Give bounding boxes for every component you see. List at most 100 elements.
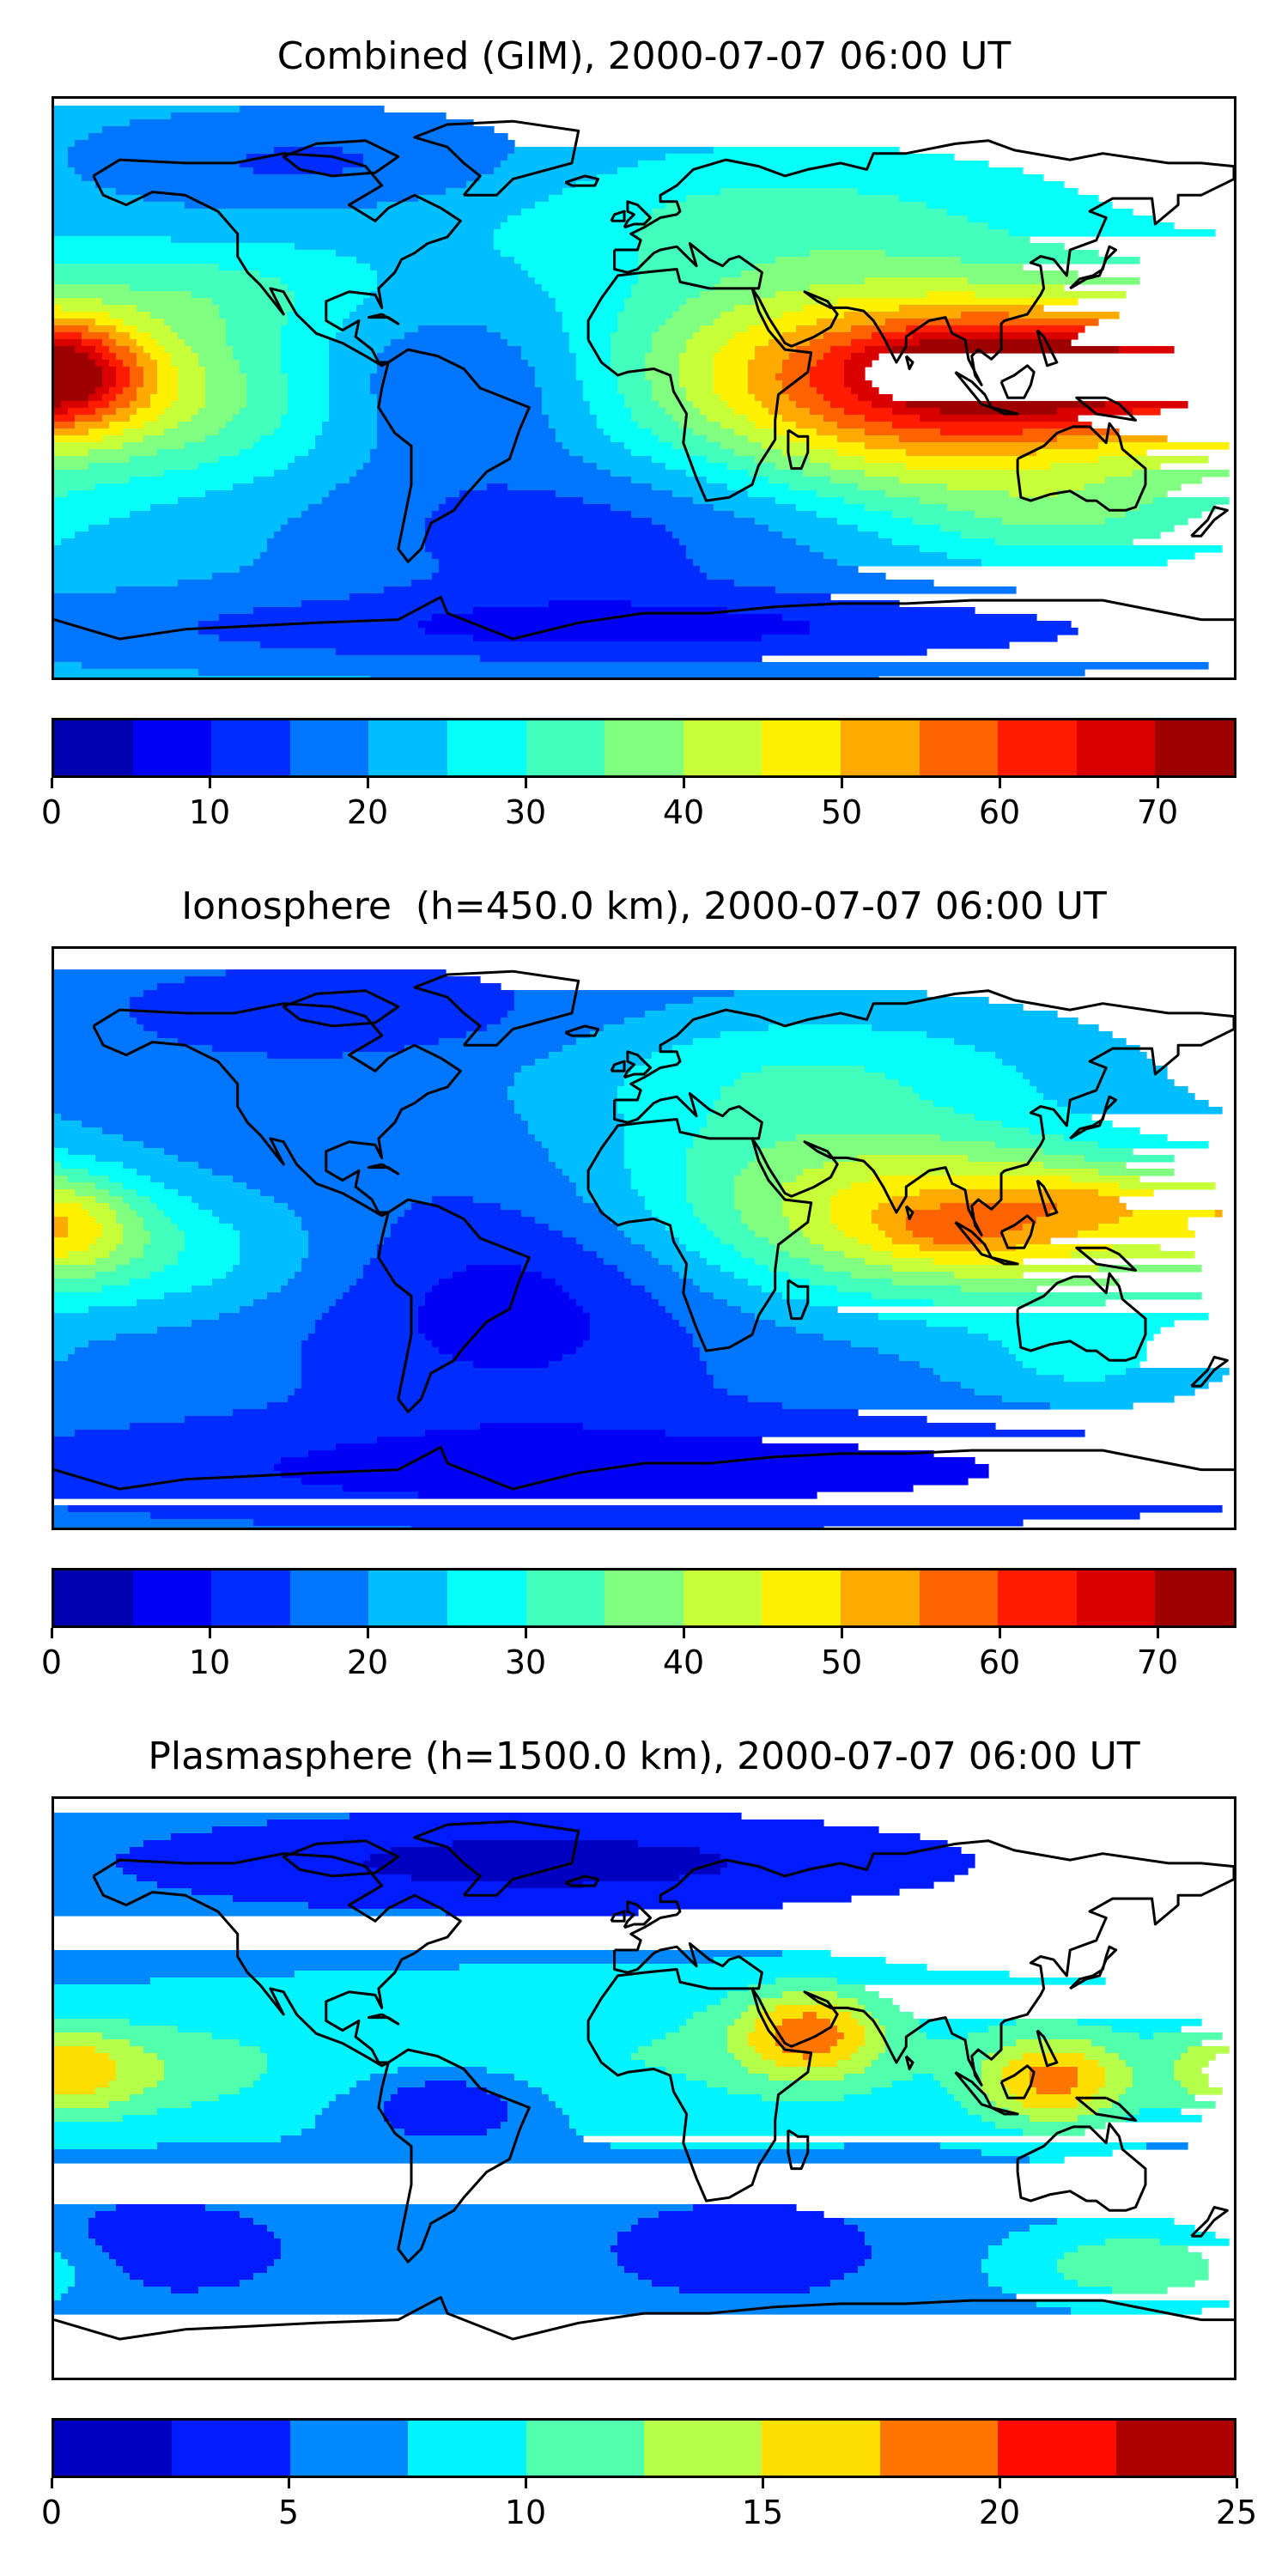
colorbar-level [289, 2421, 409, 2476]
colorbar-tick-label: 50 [820, 1643, 863, 1681]
coastline [1016, 2122, 1147, 2212]
panel-2-map [52, 946, 1236, 1530]
colorbar-level [54, 720, 133, 775]
coastline [367, 2013, 400, 2026]
colorbar-level [1115, 2421, 1235, 2476]
colorbar-level [605, 720, 683, 775]
coastline [610, 210, 626, 222]
coastline [54, 2295, 1234, 2341]
colorbar-tick-label: 5 [277, 2494, 300, 2531]
colorbar-level [447, 720, 526, 775]
coastline [367, 313, 400, 325]
coastline [564, 1874, 600, 1887]
colorbar-tick-label: 60 [978, 793, 1021, 831]
colorbar-level [919, 1571, 999, 1625]
colorbar-tick-label: 60 [978, 1643, 1021, 1681]
colorbar-level [526, 2421, 645, 2476]
colorbar-level [762, 2421, 880, 2476]
coastline [413, 1820, 580, 1897]
colorbar-tick-mark [999, 2478, 1001, 2488]
colorbar-tick-mark [1236, 2478, 1238, 2488]
panel-3-map [52, 1796, 1236, 2380]
coastline [999, 364, 1036, 399]
coastline [92, 1002, 462, 1218]
coastline [1190, 1356, 1229, 1388]
coastline [990, 2106, 1019, 2116]
colorbar-tick-label: 40 [662, 1643, 705, 1681]
coastline [586, 1118, 813, 1352]
coastline [999, 1214, 1036, 1249]
colorbar-tick-label: 0 [40, 793, 63, 831]
colorbar-tick-mark [525, 2478, 527, 2488]
coastline [990, 1256, 1019, 1266]
colorbar-tick-label: 10 [188, 1643, 231, 1681]
coastline [1075, 2096, 1137, 2122]
colorbar-level [683, 1571, 762, 1625]
coastline [623, 200, 653, 229]
colorbar-level [1155, 720, 1234, 775]
colorbar-tick-label: 20 [346, 1643, 389, 1681]
coastline [904, 2055, 914, 2070]
colorbar-tick-label: 30 [504, 793, 547, 831]
coastline [377, 2048, 531, 2263]
panel-3-title: Plasmasphere (h=1500.0 km), 2000-07-07 0… [148, 1735, 1140, 1778]
panel-2-title: Ionosphere (h=450.0 km), 2000-07-07 06:0… [181, 884, 1107, 928]
coastline [904, 355, 914, 370]
colorbar-tick-mark [841, 1628, 843, 1638]
coastline [54, 595, 1234, 641]
coastline [92, 1852, 462, 2068]
colorbar-level [998, 2421, 1116, 2476]
coastline [787, 1279, 810, 1321]
colorbar-level [998, 1571, 1077, 1625]
coastline [1036, 2029, 1059, 2068]
colorbar-level [998, 720, 1077, 775]
coastline [1069, 1945, 1118, 1990]
colorbar-level [368, 720, 447, 775]
coastline [999, 2064, 1036, 2099]
coastline [367, 1163, 400, 1176]
colorbar-level [132, 1571, 212, 1625]
coastline [1075, 1246, 1137, 1272]
coastline [586, 268, 813, 502]
colorbar-tick-label: 70 [1136, 793, 1179, 831]
colorbar-tick-label: 70 [1136, 1643, 1179, 1681]
colorbar-tick-label: 10 [188, 793, 231, 831]
colorbar-tick-mark [367, 778, 369, 788]
colorbar-level [289, 720, 369, 775]
colorbar-tick-label: 0 [40, 2494, 63, 2531]
colorbar-level [840, 720, 920, 775]
coastline [1016, 1272, 1147, 1362]
coastline [623, 1900, 653, 1929]
colorbar-level [172, 2421, 290, 2476]
colorbar-tick-mark [999, 1628, 1001, 1638]
coastline [282, 1839, 400, 1878]
coastline [623, 1050, 653, 1079]
colorbar-tick-label: 15 [741, 2494, 784, 2531]
coastline [1190, 2206, 1229, 2238]
colorbar-tick-mark [841, 778, 843, 788]
colorbar-level [447, 1571, 526, 1625]
colorbar-tick-label: 30 [504, 1643, 547, 1681]
colorbar-level [526, 720, 605, 775]
colorbar-tick-label: 50 [820, 793, 863, 831]
colorbar-level [605, 1571, 683, 1625]
panel-1-title: Combined (GIM), 2000-07-07 06:00 UT [276, 34, 1012, 78]
coastline [787, 428, 810, 471]
colorbar-level [368, 1571, 447, 1625]
colorbar-level [1076, 720, 1156, 775]
panel-1-contour-map [54, 106, 1234, 677]
colorbar-tick-mark [367, 1628, 369, 1638]
coastline [610, 1060, 626, 1072]
colorbar-tick-mark [1157, 778, 1159, 788]
colorbar-level [526, 1571, 605, 1625]
coastline [377, 348, 531, 563]
colorbar-level [211, 720, 290, 775]
coastline [1190, 506, 1229, 538]
coastline [564, 174, 600, 187]
colorbar-tick-mark [51, 1628, 53, 1638]
colorbar-tick-mark [51, 2478, 53, 2488]
coastline [1075, 396, 1137, 422]
colorbar-tick-mark [683, 778, 685, 788]
colorbar-tick-label: 20 [978, 2494, 1021, 2531]
coastline [1069, 1095, 1118, 1140]
